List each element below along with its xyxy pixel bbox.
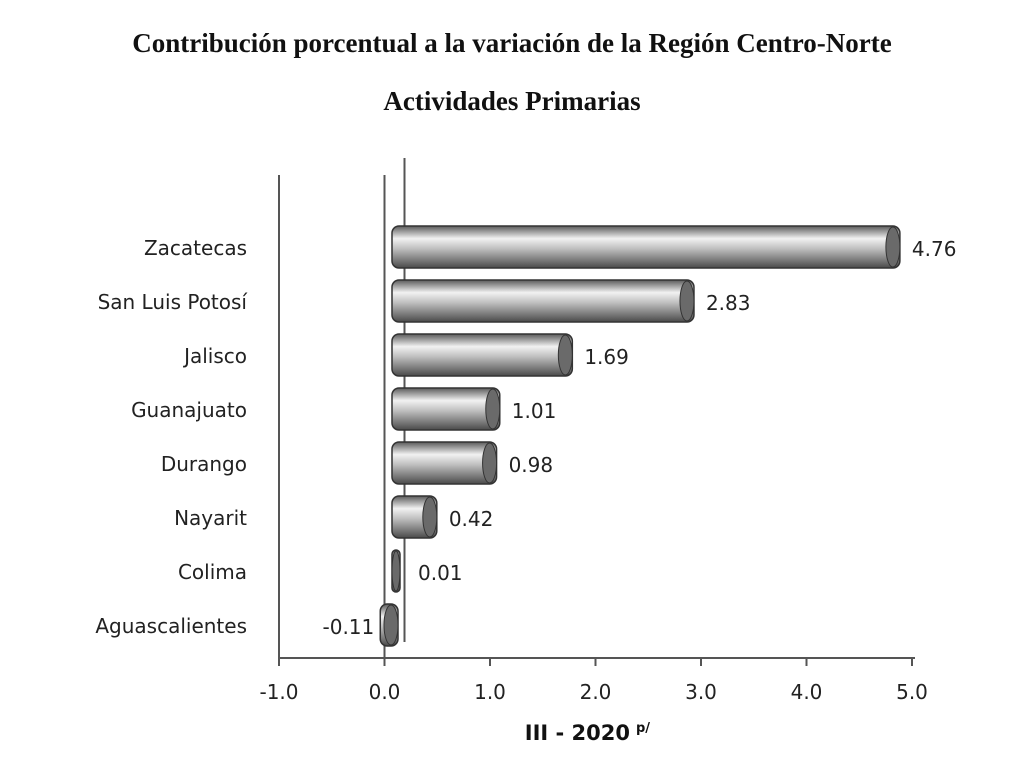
bar (391, 279, 695, 323)
bar (391, 333, 574, 377)
x-axis-label-suffix: p/ (636, 721, 650, 736)
data-label: -0.11 (323, 615, 375, 639)
category-label: Durango (161, 452, 247, 476)
bar (391, 387, 501, 431)
category-label: Aguascalientes (95, 614, 247, 638)
x-tick-label: 5.0 (896, 680, 928, 704)
x-axis-label: III - 2020 (525, 721, 630, 745)
data-label: 1.01 (512, 399, 557, 423)
bar-end-cap (557, 334, 573, 376)
category-label: Zacatecas (144, 236, 247, 260)
chart-title: Contribución porcentual a la variación d… (132, 28, 892, 58)
data-label: 1.69 (584, 345, 629, 369)
x-tick-label: 4.0 (791, 680, 823, 704)
x-tick-label: 2.0 (580, 680, 612, 704)
bar-end-cap (679, 280, 695, 322)
x-tick-label: 1.0 (474, 680, 506, 704)
data-label: 4.76 (912, 237, 957, 261)
bar-end-cap (391, 550, 401, 592)
chart-subtitle: Actividades Primarias (383, 86, 641, 116)
bar-end-cap (422, 496, 438, 538)
data-label: 0.01 (418, 561, 463, 585)
bar-end-cap (482, 442, 498, 484)
x-tick-label: -1.0 (259, 680, 298, 704)
data-label: 0.98 (509, 453, 554, 477)
category-label: Colima (178, 560, 247, 584)
bar (391, 441, 498, 485)
bar-end-cap (885, 226, 901, 268)
bar-end-cap (485, 388, 501, 430)
x-tick-label: 3.0 (685, 680, 717, 704)
category-label: Nayarit (174, 506, 247, 530)
data-label: 2.83 (706, 291, 751, 315)
category-label: San Luis Potosí (98, 290, 249, 314)
x-tick-label: 0.0 (369, 680, 401, 704)
data-label: 0.42 (449, 507, 494, 531)
category-label: Jalisco (182, 344, 247, 368)
category-label: Guanajuato (131, 398, 247, 422)
bar (391, 225, 901, 269)
bar-end-cap (383, 604, 399, 646)
